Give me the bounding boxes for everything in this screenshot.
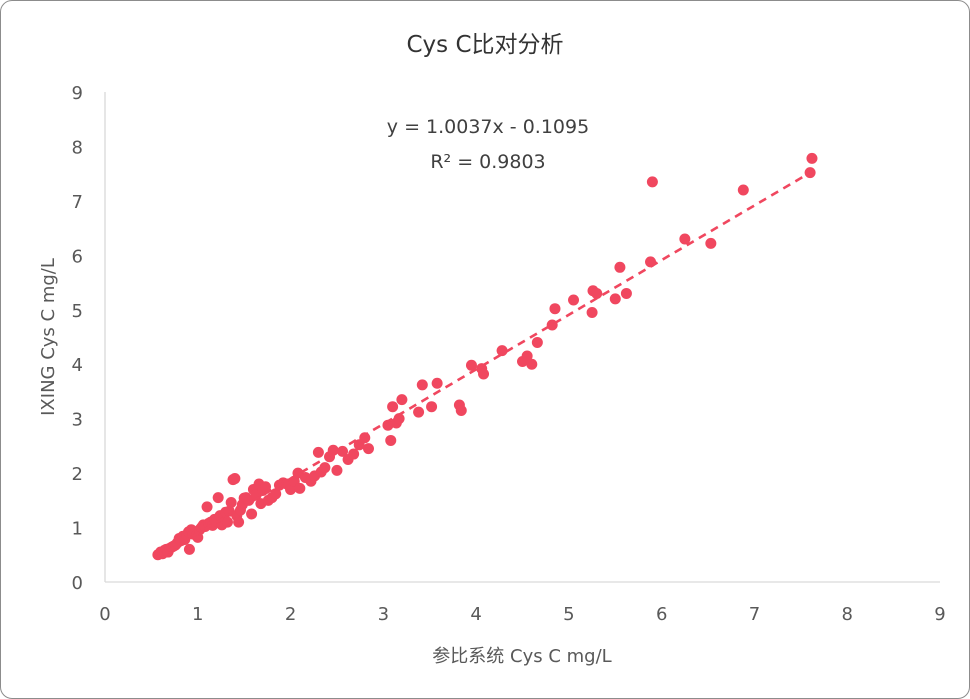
data-point: [183, 543, 195, 555]
data-point: [549, 303, 561, 315]
x-tick-label: 4: [470, 604, 481, 625]
y-tick-label: 7: [72, 192, 83, 213]
data-point: [359, 432, 371, 444]
data-point: [496, 345, 508, 357]
data-point: [416, 379, 428, 391]
data-point: [212, 492, 224, 504]
x-axis-label: 参比系统 Cys C mg/L: [432, 646, 611, 667]
y-tick-label: 1: [72, 519, 83, 540]
data-point: [431, 377, 443, 389]
data-point: [568, 294, 580, 306]
y-tick-label: 9: [72, 83, 83, 104]
data-point: [385, 434, 397, 446]
data-point: [806, 152, 818, 164]
x-tick-label: 6: [656, 604, 667, 625]
data-point: [260, 481, 272, 493]
x-tick-label: 8: [841, 604, 852, 625]
data-point: [426, 401, 438, 413]
x-tick-label: 5: [563, 604, 574, 625]
y-tick-label: 0: [72, 573, 83, 594]
data-point: [348, 448, 360, 460]
trendline-r2: R² = 0.9803: [430, 151, 545, 173]
x-tick-label: 0: [99, 604, 110, 625]
x-tick-label: 1: [192, 604, 203, 625]
data-point: [396, 394, 408, 406]
data-points: [152, 152, 818, 561]
data-point: [201, 501, 213, 513]
data-point: [246, 508, 258, 520]
data-point: [221, 516, 233, 528]
data-point: [478, 368, 490, 380]
data-point: [229, 473, 241, 485]
data-point: [465, 359, 477, 371]
data-point: [455, 405, 467, 416]
data-point: [679, 233, 691, 245]
data-point: [362, 443, 374, 455]
data-point: [614, 261, 626, 273]
data-point: [646, 176, 658, 188]
y-tick-label: 3: [72, 410, 83, 431]
trendline-equation: y = 1.0037x - 0.1095: [387, 116, 589, 138]
data-point: [270, 488, 282, 500]
trendline: [155, 170, 813, 560]
y-tick-label: 8: [72, 137, 83, 158]
data-point: [531, 336, 543, 348]
data-point: [225, 497, 237, 509]
y-tick-label: 5: [72, 301, 83, 322]
data-point: [526, 358, 538, 370]
x-tick-label: 9: [934, 604, 945, 625]
data-point: [319, 462, 331, 474]
data-point: [393, 413, 405, 425]
data-point: [294, 482, 306, 494]
x-tick-label: 7: [749, 604, 760, 625]
data-point: [387, 401, 399, 413]
axes: [104, 92, 940, 583]
data-point: [233, 516, 245, 528]
data-point: [620, 287, 632, 299]
x-tick-label: 3: [378, 604, 389, 625]
x-tick-labels: 0 1 2 3 4 5 6 7 8 9: [99, 604, 945, 625]
data-point: [413, 406, 425, 418]
data-point: [521, 350, 533, 362]
data-point: [591, 287, 603, 299]
y-axis-label: IXING Cys C mg/L: [38, 258, 59, 416]
data-point: [586, 307, 598, 318]
data-point: [331, 464, 343, 476]
data-point: [327, 444, 339, 456]
x-tick-label: 2: [285, 604, 296, 625]
y-tick-label: 2: [72, 464, 83, 485]
y-tick-label: 4: [72, 355, 83, 376]
data-point: [609, 293, 621, 305]
y-tick-labels: 0 1 2 3 4 5 6 7 8 9: [72, 83, 83, 594]
data-point: [312, 446, 324, 458]
data-point: [705, 237, 717, 249]
data-point: [285, 483, 297, 495]
y-tick-label: 6: [72, 246, 83, 267]
chart-title: Cys C比对分析: [406, 32, 563, 58]
data-point: [737, 184, 749, 196]
